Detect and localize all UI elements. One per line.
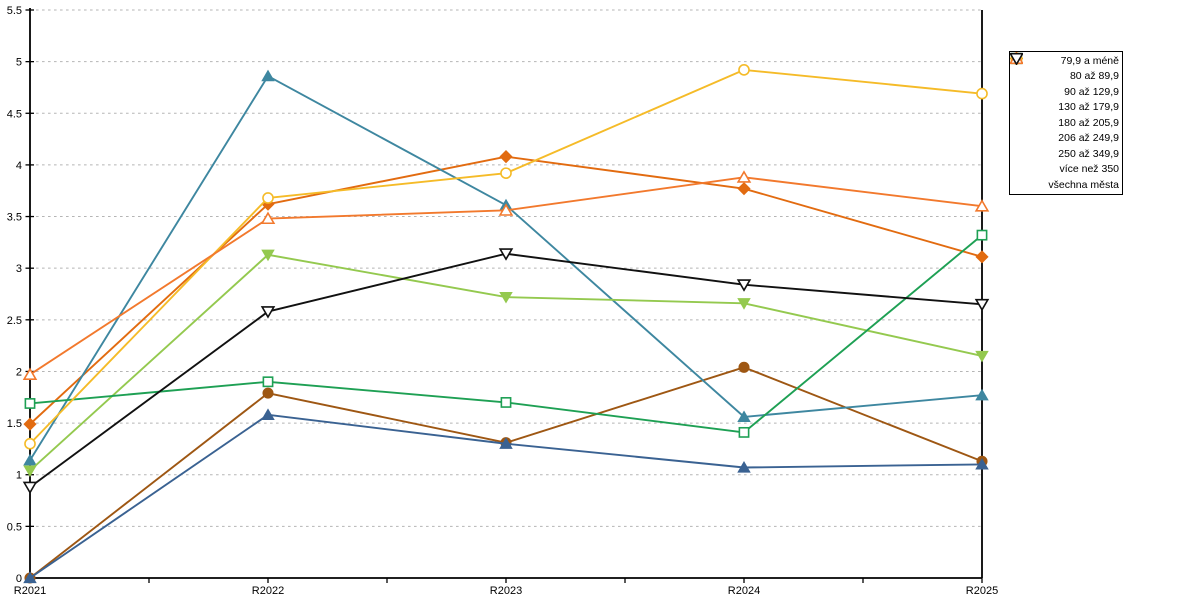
- data-point-marker: [23, 417, 37, 431]
- x-tick-label: R2021: [14, 585, 46, 597]
- legend-item: 250 až 349,9: [1010, 52, 1119, 162]
- data-point-marker: [262, 376, 274, 388]
- data-point-marker: [975, 457, 989, 470]
- legend-item: všechna města: [1010, 52, 1119, 193]
- series-206-a-249-9: [24, 229, 988, 438]
- data-point-marker: [498, 203, 514, 216]
- series-79-9-a-m-n-: [23, 150, 989, 431]
- legend-item-label: 250 až 349,9: [1058, 147, 1119, 160]
- data-point-marker: [737, 298, 751, 310]
- data-point-marker: [975, 388, 989, 401]
- gridlines: [30, 9, 982, 527]
- legend-item-label: všechna města: [1048, 178, 1119, 191]
- data-point-marker: [22, 481, 38, 495]
- y-tick-label: 4: [16, 160, 22, 172]
- data-point-marker: [262, 192, 274, 204]
- y-tick-label: 1: [16, 470, 22, 482]
- y-tick-label: 2: [16, 366, 22, 378]
- legend-item: 80 až 89,9: [1010, 52, 1119, 84]
- legend-item-label: 130 až 179,9: [1058, 101, 1119, 113]
- data-point-marker: [975, 350, 989, 363]
- x-tick-label: R2025: [966, 585, 998, 597]
- legend-item: 90 až 129,9: [1010, 52, 1119, 100]
- triangle-down-marker-icon: [1010, 52, 1023, 65]
- legend-item: 206 až 249,9: [1010, 52, 1119, 146]
- data-point-marker: [974, 298, 990, 312]
- data-point-marker: [736, 279, 752, 292]
- y-axis-ticks: 0 0.5 1 1.5 2 2.5 3 3.5 4 4.5 5 5.5: [7, 5, 34, 585]
- y-tick-label: 5.5: [7, 5, 22, 17]
- data-point-marker: [499, 291, 513, 304]
- data-point-marker: [260, 306, 276, 319]
- data-point-marker: [23, 465, 37, 478]
- data-point-marker: [499, 437, 513, 449]
- y-tick-label: 3: [16, 263, 22, 275]
- data-point-marker: [24, 398, 36, 409]
- legend-item-label: 79,9 a méně: [1060, 54, 1119, 67]
- data-point-marker: [498, 248, 514, 261]
- series-v-ce-ne-350: [22, 170, 990, 380]
- data-point-marker: [738, 361, 750, 373]
- y-tick-label: 3.5: [7, 212, 22, 224]
- data-point-marker: [737, 182, 751, 196]
- x-axis-ticks: R2021 R2022 R2023 R2024 R2025: [14, 578, 998, 597]
- legend-item: 180 až 205,9: [1010, 53, 1119, 131]
- legend-item: více než 350: [1010, 52, 1119, 177]
- data-point-marker: [261, 408, 275, 420]
- x-tick-label: R2024: [728, 585, 760, 597]
- data-point-marker: [738, 64, 750, 76]
- series-line: [29, 252, 983, 489]
- series-180-a-205-9: [23, 249, 989, 478]
- data-point-marker: [974, 199, 990, 212]
- data-point-marker: [736, 170, 752, 183]
- series-250-a-349-9: [24, 64, 988, 450]
- y-tick-label: 0: [16, 573, 22, 585]
- data-point-marker: [738, 426, 750, 438]
- x-tick-label: R2022: [252, 585, 284, 597]
- legend-item: 79,9 a méně: [1010, 52, 1119, 69]
- data-point-marker: [260, 211, 276, 225]
- legend-item-label: 180 až 205,9: [1058, 116, 1119, 129]
- data-point-marker: [976, 87, 988, 100]
- data-point-marker: [261, 69, 275, 82]
- data-point-marker: [976, 229, 988, 241]
- y-tick-label: 5: [16, 57, 22, 69]
- legend-item-label: více než 350: [1059, 163, 1119, 175]
- legend-item-label: 90 až 129,9: [1064, 85, 1119, 98]
- data-point-marker: [22, 367, 38, 380]
- y-tick-label: 1.5: [7, 418, 22, 430]
- series-130-a-179-9: [23, 408, 989, 584]
- data-point-marker: [500, 397, 512, 408]
- series-line: [29, 155, 983, 426]
- x-tick-label: R2023: [490, 585, 522, 597]
- y-tick-label: 2.5: [7, 315, 22, 327]
- data-point-marker: [24, 437, 36, 450]
- series-v-echna-m-sta: [22, 248, 990, 495]
- data-point-marker: [262, 387, 274, 399]
- data-point-marker: [500, 167, 512, 180]
- series-80-a-89-9: [24, 361, 988, 584]
- y-tick-label: 4.5: [7, 108, 22, 120]
- data-point-marker: [23, 453, 37, 466]
- legend-marker-glyph: [1010, 52, 1023, 65]
- legend-item: 130 až 179,9: [1010, 52, 1119, 115]
- legend-item-label: 206 až 249,9: [1058, 132, 1119, 144]
- y-tick-label: 0.5: [7, 521, 22, 533]
- data-point-marker: [499, 150, 513, 164]
- data-point-marker: [737, 410, 751, 423]
- data-point-marker: [23, 571, 37, 584]
- data-point-marker: [975, 250, 989, 264]
- legend-item-label: 80 až 89,9: [1069, 70, 1119, 82]
- data-point-marker: [737, 461, 751, 473]
- data-point-marker: [261, 249, 275, 262]
- legend: 79,9 a méně 80 až 89,9 90 až 129,9 130 až 1…: [1009, 51, 1123, 195]
